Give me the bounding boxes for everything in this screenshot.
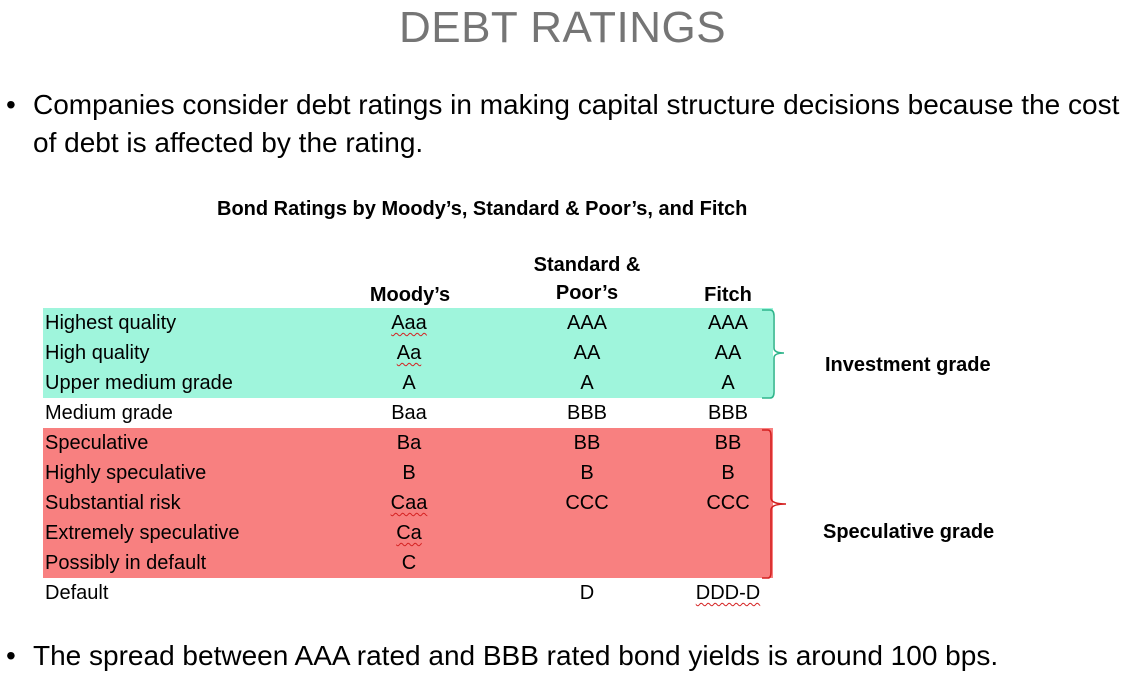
fitch-rating: DDD-D [678,578,778,608]
moodys-rating: Ca [361,518,457,548]
moodys-rating-text: Ca [396,522,422,544]
fitch-rating: AA [678,338,778,368]
table-row: Extremely speculative Ca [43,518,773,548]
speculative-grade-label: Speculative grade [823,521,995,543]
moodys-rating: Caa [361,488,457,518]
rating-description: Upper medium grade [45,372,233,394]
rating-description: Default [45,582,109,604]
fitch-rating-text: BB [714,432,742,454]
bullet-point-2: • The spread between AAA rated and BBB r… [6,637,1121,675]
sp-rating-text: AA [573,342,601,364]
table-row: Highest quality Aaa AAA AAA [43,308,773,338]
header-standard-poors: Standard & Poor’s [533,254,641,304]
moodys-rating-text: Baa [391,402,427,424]
fitch-rating-text: B [721,462,735,484]
rating-description: Extremely speculative [45,522,240,544]
speculative-grade-band [43,428,773,578]
rating-description: Substantial risk [45,492,181,514]
rating-description: Possibly in default [45,552,207,574]
sp-rating: A [537,368,637,398]
table-row: Speculative Ba BB BB [43,428,773,458]
fitch-rating: B [678,458,778,488]
moodys-rating-text: Ba [396,432,422,454]
moodys-rating-text: Caa [390,492,428,514]
bullet-dot: • [6,640,16,671]
bullet-point-1: • Companies consider debt ratings in mak… [6,86,1121,166]
sp-rating-text: B [580,462,594,484]
sp-rating-text: A [580,372,594,394]
sp-rating-text: D [579,582,595,604]
fitch-rating: AAA [678,308,778,338]
sp-rating: BBB [537,398,637,428]
table-row: Medium grade Baa BBB BBB [43,398,773,428]
sp-rating-text: CCC [565,492,609,514]
fitch-rating-text: DDD-D [695,582,761,604]
rating-description: Highly speculative [45,462,207,484]
moodys-rating: C [361,548,457,578]
table-row: High quality Aa AA AA [43,338,773,368]
moodys-rating-text: Aaa [391,312,427,334]
fitch-rating: BBB [678,398,778,428]
rating-description: Medium grade [45,402,173,424]
fitch-rating: BB [678,428,778,458]
moodys-rating: Aaa [361,308,457,338]
header-fitch: Fitch [704,284,752,306]
moodys-rating: A [361,368,457,398]
table-title: Bond Ratings by Moody’s, Standard & Poor… [217,198,748,220]
rating-description: Speculative [45,432,149,454]
bullet-text: Companies consider debt ratings in makin… [33,89,1120,158]
fitch-rating: CCC [678,488,778,518]
moodys-rating-text: B [402,462,416,484]
table-row: Highly speculative B B B [43,458,773,488]
fitch-rating-text: AA [714,342,742,364]
fitch-rating-text: CCC [706,492,750,514]
moodys-rating: B [361,458,457,488]
table-row: Possibly in default C [43,548,773,578]
sp-rating: CCC [537,488,637,518]
table-row: Substantial risk Caa CCC CCC [43,488,773,518]
table-row: Default D DDD-D [43,578,773,608]
moodys-rating-text: Aa [396,342,422,364]
sp-rating: BB [537,428,637,458]
moodys-rating-text: A [402,372,416,394]
investment-grade-brace [762,309,785,399]
sp-rating: AA [537,338,637,368]
fitch-rating: A [678,368,778,398]
fitch-rating-text: A [721,372,735,394]
moodys-rating-text: C [401,552,417,574]
bullet-text: The spread between AAA rated and BBB rat… [33,640,999,671]
sp-rating-text: BBB [566,402,608,424]
sp-rating-text: BB [573,432,601,454]
fitch-rating-text: AAA [707,312,749,334]
sp-rating-text: AAA [566,312,608,334]
moodys-rating: Ba [361,428,457,458]
speculative-grade-brace [762,429,787,579]
header-moodys: Moody’s [369,284,451,306]
rating-description: High quality [45,342,150,364]
fitch-rating-text: BBB [707,402,749,424]
investment-grade-label: Investment grade [825,354,991,376]
moodys-rating: Baa [361,398,457,428]
sp-rating: D [537,578,637,608]
slide-title: DEBT RATINGS [398,3,727,52]
sp-rating: AAA [537,308,637,338]
bullet-dot: • [6,89,16,120]
rating-description: Highest quality [45,312,177,334]
moodys-rating: Aa [361,338,457,368]
sp-rating: B [537,458,637,488]
table-row: Upper medium grade A A A [43,368,773,398]
investment-grade-band [43,308,773,398]
